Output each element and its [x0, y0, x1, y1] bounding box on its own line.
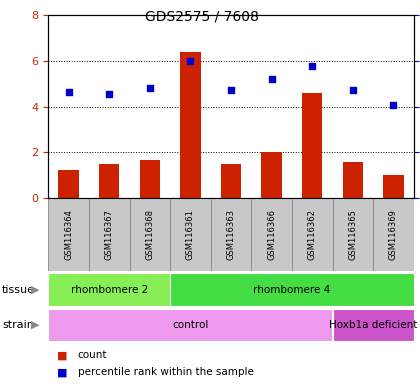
Bar [221, 164, 241, 198]
Bar [302, 93, 323, 198]
Text: GSM116368: GSM116368 [145, 209, 154, 260]
Point [147, 85, 153, 91]
Text: rhombomere 4: rhombomere 4 [253, 285, 331, 295]
Bar [333, 198, 373, 271]
Point [187, 58, 194, 64]
Text: GSM116361: GSM116361 [186, 209, 195, 260]
Bar [48, 273, 170, 306]
Bar [99, 164, 119, 198]
Text: control: control [172, 320, 209, 330]
Point [65, 89, 72, 95]
Point [309, 63, 315, 70]
Point [390, 102, 397, 108]
Bar [58, 170, 79, 198]
Text: GSM116366: GSM116366 [267, 209, 276, 260]
Bar [170, 198, 211, 271]
Point [106, 91, 113, 97]
Text: GSM116362: GSM116362 [308, 209, 317, 260]
Point [268, 76, 275, 82]
Text: GSM116364: GSM116364 [64, 209, 73, 260]
Text: GSM116363: GSM116363 [226, 209, 236, 260]
Bar [333, 309, 414, 341]
Bar [211, 198, 251, 271]
Text: GDS2575 / 7608: GDS2575 / 7608 [145, 10, 259, 23]
Text: GSM116365: GSM116365 [348, 209, 357, 260]
Bar [48, 198, 89, 271]
Text: ■: ■ [57, 367, 67, 377]
Bar [251, 198, 292, 271]
Point [228, 87, 234, 93]
Text: percentile rank within the sample: percentile rank within the sample [78, 367, 254, 377]
Text: Hoxb1a deficient: Hoxb1a deficient [329, 320, 417, 330]
Bar [180, 52, 201, 198]
Bar [89, 198, 129, 271]
Text: GSM116369: GSM116369 [389, 209, 398, 260]
Point [349, 87, 356, 93]
Text: ■: ■ [57, 350, 67, 360]
Text: strain: strain [2, 320, 34, 330]
Text: ▶: ▶ [32, 285, 40, 295]
Bar [170, 273, 414, 306]
Text: rhombomere 2: rhombomere 2 [71, 285, 148, 295]
Text: count: count [78, 350, 107, 360]
Bar [343, 162, 363, 198]
Bar [48, 309, 333, 341]
Bar [129, 198, 170, 271]
Bar [373, 198, 414, 271]
Bar [292, 198, 333, 271]
Bar [139, 160, 160, 198]
Text: GSM116367: GSM116367 [105, 209, 114, 260]
Bar [261, 152, 282, 198]
Text: tissue: tissue [2, 285, 35, 295]
Bar [383, 175, 404, 198]
Text: ▶: ▶ [32, 320, 40, 330]
